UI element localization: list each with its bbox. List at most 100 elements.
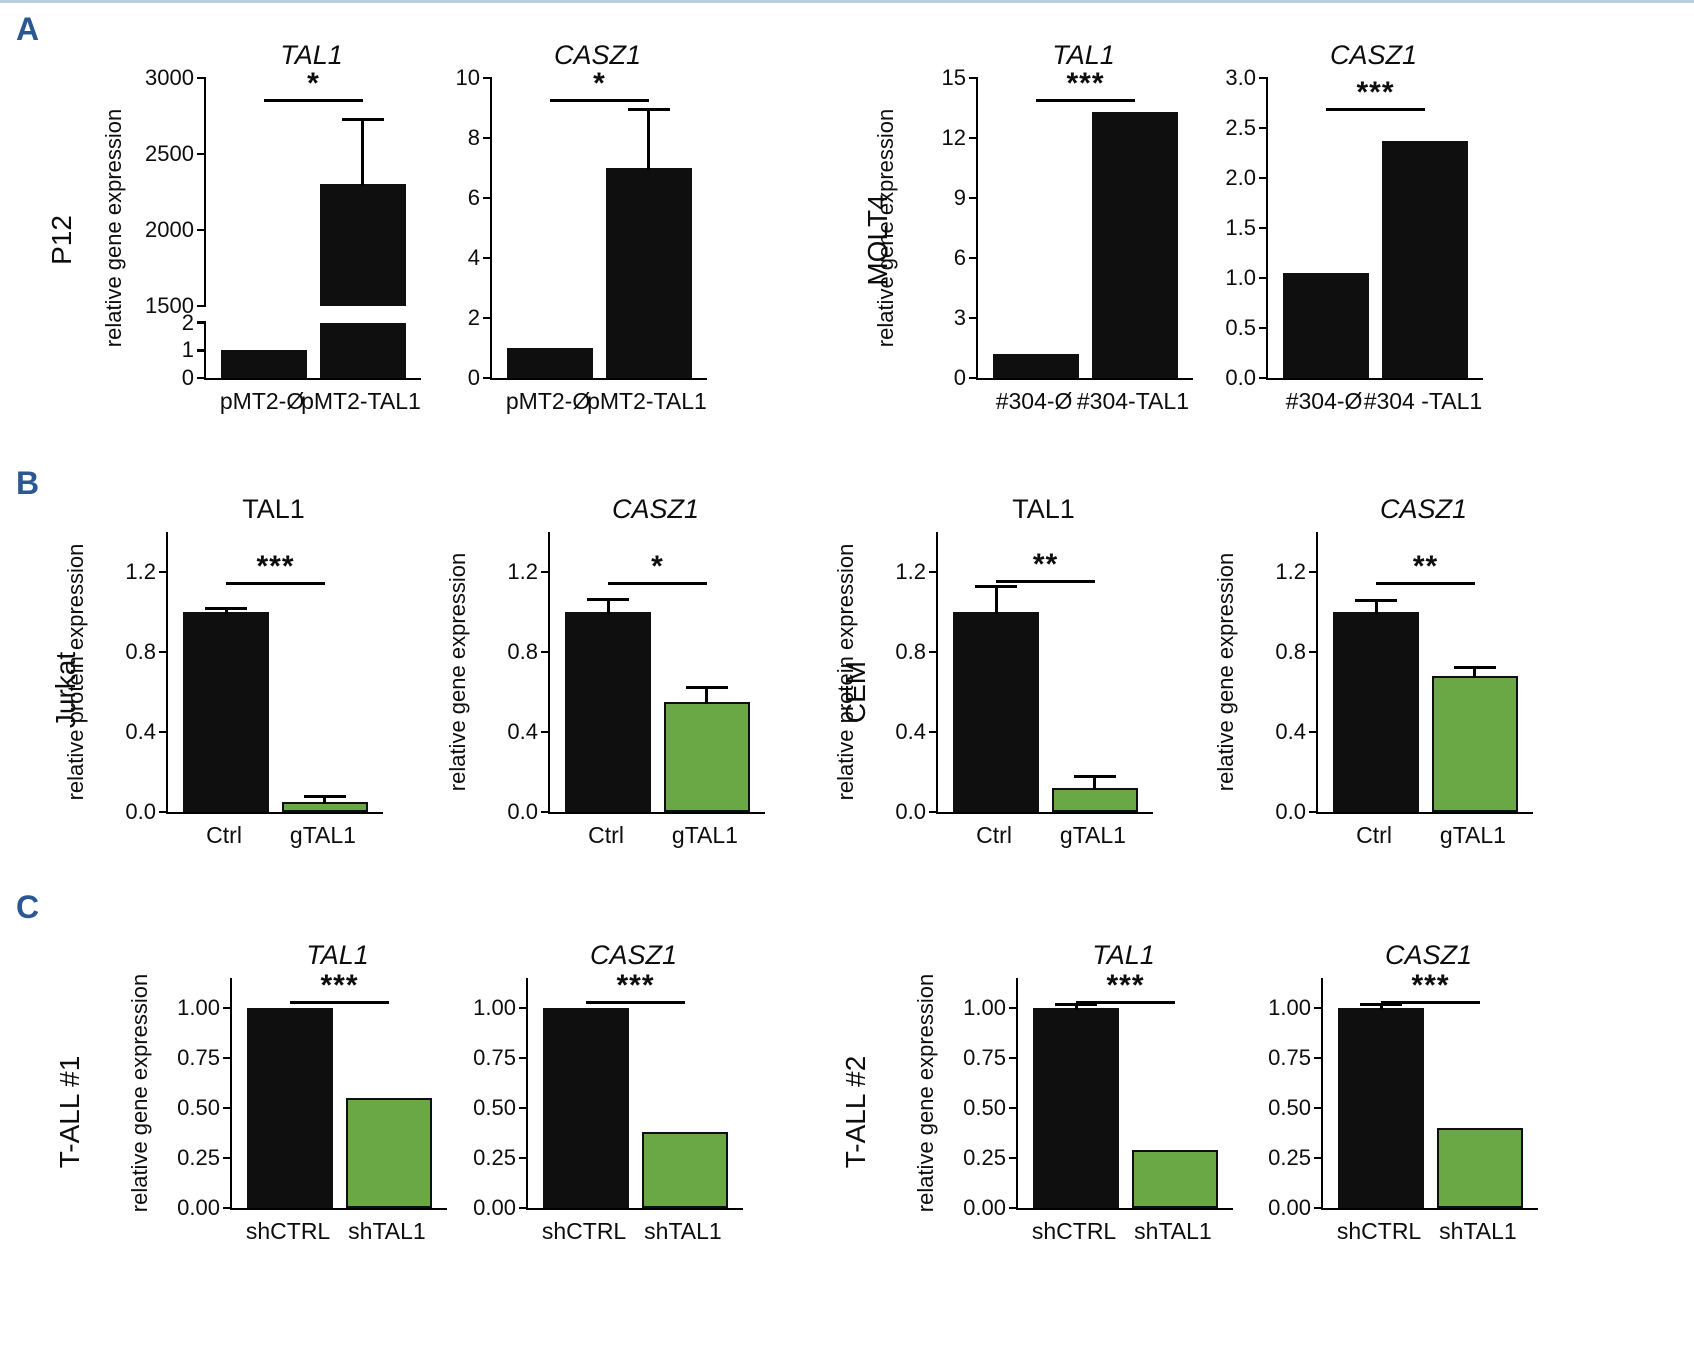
y-axis-tick	[223, 1056, 232, 1060]
bar-pMT2-TAL1	[319, 184, 406, 378]
y-axis-tick-label: 0	[953, 365, 966, 390]
y-axis-tick-label: 3.0	[1225, 65, 1256, 90]
significance-stars: *	[307, 67, 320, 100]
y-axis-tick	[1259, 76, 1268, 80]
significance-stars: ***	[1106, 969, 1145, 1002]
y-axis-tick	[1009, 1206, 1018, 1210]
significance-stars: ***	[1356, 76, 1395, 109]
y-axis-tick	[1259, 376, 1268, 380]
error-bar	[1473, 669, 1477, 678]
significance-stars: **	[1412, 550, 1439, 584]
plot-area: 0.0 0.4 0.8 1.2 ***	[125, 532, 383, 824]
error-bar-cap	[1454, 666, 1496, 669]
y-axis-tick	[223, 1006, 232, 1010]
significance-line	[550, 99, 649, 102]
y-axis-tick	[1259, 126, 1268, 130]
panel-label-c: C	[16, 889, 40, 925]
y-axis-tick-label: 0.4	[895, 719, 926, 744]
error-bar-cap	[1355, 599, 1397, 602]
plot-area: 0.0 0.5 1.0 1.5 2.0 2.5 3.0 ***	[1225, 65, 1483, 390]
y-axis-tick-label: 0.0	[125, 799, 156, 824]
y-axis-tick	[969, 376, 978, 380]
bar-#304 -TAL1	[1381, 141, 1468, 378]
y-axis-tick	[541, 650, 550, 654]
chart-title: TAL1	[1012, 494, 1075, 524]
error-bar	[224, 609, 228, 614]
x-category-label: shTAL1	[1439, 1218, 1517, 1244]
y-axis-title-text: relative gene expression	[445, 552, 470, 792]
error-bar	[1379, 1006, 1383, 1010]
bar-shCTRL	[543, 1008, 630, 1208]
x-axis-labels: pMT2-Ø pMT2-TAL1	[490, 380, 707, 420]
plot-area: 0.00 0.25 0.50 0.75 1.00 ***	[1268, 969, 1538, 1220]
y-axis-tick-label: 0.50	[963, 1095, 1006, 1120]
y-axis-tick	[483, 196, 492, 200]
chart-cem-tal1: relative protein expression TAL1 0.0 0.4 0.8…	[824, 492, 1153, 854]
y-axis-tick-label: 4	[467, 245, 480, 270]
y-axis-tick-label: 12	[941, 125, 966, 150]
x-category-label: shCTRL	[1336, 1218, 1422, 1244]
significance-stars: **	[1032, 547, 1059, 581]
chart-title: TAL1	[242, 494, 305, 524]
bar-shTAL1	[1436, 1128, 1523, 1208]
y-axis-tick-label: 0.75	[1268, 1045, 1311, 1070]
row-label-text: T-ALL #2	[840, 1055, 871, 1169]
y-axis-tick	[1259, 326, 1268, 330]
y-axis-tick-label: 1.00	[1268, 995, 1311, 1020]
significance-stars: ***	[1066, 67, 1105, 100]
bar-pMT2-TAL1	[605, 168, 692, 378]
error-bar-cap	[205, 606, 247, 610]
bar-shTAL1	[1131, 1150, 1218, 1208]
bar-#304-Ø	[1283, 273, 1370, 378]
x-category-label: shCTRL	[541, 1218, 627, 1244]
chart-jurkat-casz1: relative gene expression CASZ1 0.0 0.4 0.8 1.…	[436, 492, 765, 854]
x-category-label: gTAL1	[671, 822, 738, 848]
bar-#304-Ø	[993, 354, 1080, 378]
x-category-label: shCTRL	[245, 1218, 331, 1244]
significance-line	[996, 579, 1095, 583]
x-category-label: gTAL1	[289, 822, 356, 848]
y-axis-tick	[519, 1206, 528, 1210]
bar-gTAL1	[663, 702, 750, 812]
y-axis-tick-label: 6	[953, 245, 966, 270]
y-axis-tick-label: 0.25	[473, 1145, 516, 1170]
y-axis-tick-label: 0.8	[895, 639, 926, 664]
plot-area: 0 3 6 9 12 15 ***	[942, 65, 1193, 390]
y-axis-tick-label: 8	[467, 125, 480, 150]
y-axis-tick	[1009, 1006, 1018, 1010]
x-axis-labels: #304-Ø #304 -TAL1	[1266, 380, 1482, 420]
chart-molt4-tal1: relative gene expression TAL1 0 3 6 9 12 15 *** #…	[864, 38, 1193, 420]
chart-jurkat-tal1: relative protein expression TAL1 0.0 0.4 0.8…	[54, 492, 383, 854]
y-axis-tick	[1309, 810, 1318, 814]
chart-tall1-tal1: relative gene expression TAL1 0.00 0.25 0.50…	[118, 938, 447, 1250]
significance-line	[608, 582, 707, 586]
x-axis-labels: shCTRL shTAL1	[1016, 1210, 1231, 1250]
chart-title: CASZ1	[1384, 940, 1473, 970]
y-axis-tick	[1259, 276, 1268, 280]
y-axis-tick-label: 0.75	[473, 1045, 516, 1070]
y-axis-tick-label: 3000	[145, 65, 194, 90]
error-bar	[361, 120, 365, 187]
significance-stars: ***	[256, 550, 295, 584]
y-axis-tick	[223, 1206, 232, 1210]
error-bar-cap	[1055, 1002, 1097, 1006]
chart-body: TAL1 0.0 0.4 0.8 1.2 *** Ctrl gTAL1	[98, 492, 383, 854]
y-axis-tick-label: 1.00	[177, 995, 220, 1020]
y-axis-tick-label: 0.50	[473, 1095, 516, 1120]
y-axis-tick-label: 1.5	[1225, 215, 1256, 240]
y-axis-tick	[159, 570, 168, 574]
plot-area: 0.00 0.25 0.50 0.75 1.00 ***	[963, 969, 1233, 1220]
error-bar-cap	[975, 585, 1017, 588]
error-bar	[1093, 778, 1097, 790]
y-axis-tick-label: 1.2	[895, 559, 926, 584]
y-axis-tick	[1314, 1056, 1323, 1060]
x-axis-labels: shCTRL shTAL1	[1321, 1210, 1536, 1250]
y-axis-tick-label: 0.0	[507, 799, 538, 824]
chart-body: TAL1 0 1 2 1500 2000 2500 3000 * pMT2-Ø pMT2-TAL1	[136, 38, 423, 420]
y-axis-tick-label: 0.4	[507, 719, 538, 744]
significance-line	[1381, 1001, 1480, 1004]
error-bar-cap	[342, 117, 384, 121]
y-axis-tick	[197, 349, 206, 352]
y-axis-tick-label: 0.8	[1275, 639, 1306, 664]
y-axis-tick	[1314, 1006, 1323, 1010]
